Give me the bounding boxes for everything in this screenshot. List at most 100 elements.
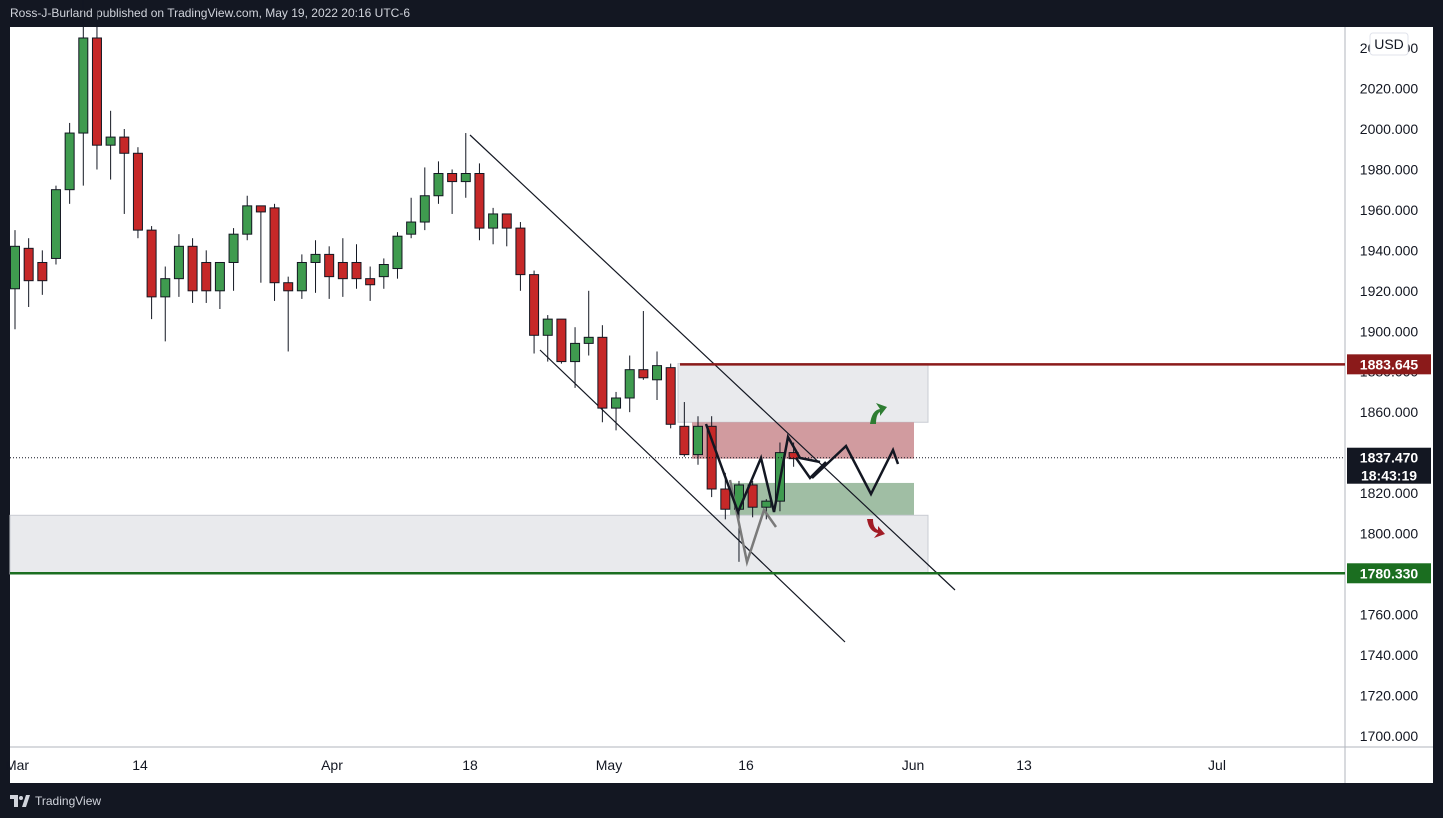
candle [433, 161, 444, 204]
candle [105, 110, 116, 180]
price-tick-label: 1800.000 [1360, 526, 1419, 542]
candle [570, 327, 581, 388]
candle [693, 416, 703, 465]
tradingview-logo-icon [10, 795, 30, 807]
candle [78, 0, 89, 186]
zones-layer [9, 363, 929, 575]
candle-body [433, 172, 444, 197]
candle-body [583, 336, 594, 344]
candle [624, 355, 635, 413]
price-tag-label: 1780.330 [1360, 565, 1419, 581]
time-tick-label: Apr [321, 757, 343, 773]
candle [529, 270, 540, 354]
candle-body [365, 278, 376, 286]
candle-body [747, 484, 758, 508]
candle-body [488, 213, 499, 229]
candle-body [310, 253, 321, 263]
candle-body [242, 205, 253, 235]
tradingview-logo[interactable]: TradingView [10, 794, 101, 808]
time-ticks: Mar 14 Apr 18 May 16 Jun 13 Jul [5, 757, 1226, 773]
candle-body [529, 274, 540, 336]
candle-body [392, 235, 403, 270]
price-tag-label: 1837.470 [1360, 450, 1419, 466]
time-tick-label: 13 [1016, 757, 1032, 773]
time-tick-label: May [596, 757, 622, 773]
candle [515, 222, 526, 291]
candle-body [515, 227, 526, 276]
price-tick-label: 2000.000 [1360, 121, 1419, 137]
candle [679, 402, 690, 457]
candle [542, 315, 553, 362]
candle-body [255, 205, 266, 213]
candle [64, 122, 75, 204]
candle [10, 230, 20, 330]
candle [187, 238, 198, 303]
candle [419, 167, 430, 231]
time-tick-label: Jul [1208, 757, 1226, 773]
price-tick-label: 1960.000 [1360, 202, 1419, 218]
candle [474, 163, 485, 241]
horizontal-lines-layer [10, 363, 1345, 575]
time-tick-label: Jun [902, 757, 925, 773]
time-tick-label: Mar [5, 757, 29, 773]
candle-body [78, 37, 89, 134]
candle [556, 318, 567, 364]
candle [611, 391, 622, 431]
price-tag-last_price [1347, 447, 1431, 484]
candle [23, 238, 34, 307]
candle-body [761, 500, 772, 508]
currency-label: USD [1374, 36, 1404, 52]
candle [119, 129, 130, 214]
price-tick-label: 1740.000 [1360, 647, 1419, 663]
zone-grey-0 [677, 363, 929, 423]
candle [638, 311, 649, 380]
candle-body [228, 233, 239, 263]
candle [460, 133, 471, 198]
candle-body [23, 247, 34, 282]
candle [447, 169, 458, 214]
candle-body [652, 365, 663, 381]
candle-body [638, 369, 649, 379]
candle-body [542, 318, 553, 336]
candle-body [665, 367, 676, 425]
price-tick-label: 1920.000 [1360, 283, 1419, 299]
candle [583, 290, 594, 356]
candle [324, 246, 335, 299]
candle-body [119, 136, 130, 154]
candle-body [173, 245, 184, 280]
candle-body [201, 261, 212, 292]
candle [351, 244, 362, 289]
price-tick-label: 1700.000 [1360, 728, 1419, 744]
candle [201, 250, 212, 303]
price-tags: 1883.645 1780.330 1837.470 18:43:19 [1347, 354, 1431, 584]
candle-body [91, 37, 102, 146]
price-tag-resistance [1347, 354, 1431, 375]
candle-body [501, 213, 512, 229]
time-tick-label: 18 [462, 757, 478, 773]
candle [597, 325, 608, 423]
candle-body [37, 261, 48, 282]
candle [652, 351, 663, 401]
candle-body [406, 221, 417, 235]
price-tick-label: 1760.000 [1360, 606, 1419, 622]
zone-red-1 [692, 422, 914, 459]
price-axis-area[interactable] [1345, 27, 1433, 783]
candle-body [10, 245, 20, 290]
arrow-up-icon [870, 403, 887, 424]
candle [214, 261, 225, 310]
candle-body [64, 132, 75, 191]
zone-green-2 [730, 482, 914, 516]
candle-body [378, 264, 389, 278]
candle-body [624, 369, 635, 399]
candle [173, 234, 184, 297]
candle-body [160, 278, 171, 298]
candle-body [679, 425, 690, 456]
currency-badge[interactable] [1369, 32, 1409, 56]
candle-body [146, 229, 157, 298]
time-axis-area[interactable] [10, 747, 1345, 783]
candle [37, 250, 48, 295]
candle-body [706, 425, 717, 490]
price-tag-support [1347, 563, 1431, 584]
price-tick-label: 1860.000 [1360, 404, 1419, 420]
